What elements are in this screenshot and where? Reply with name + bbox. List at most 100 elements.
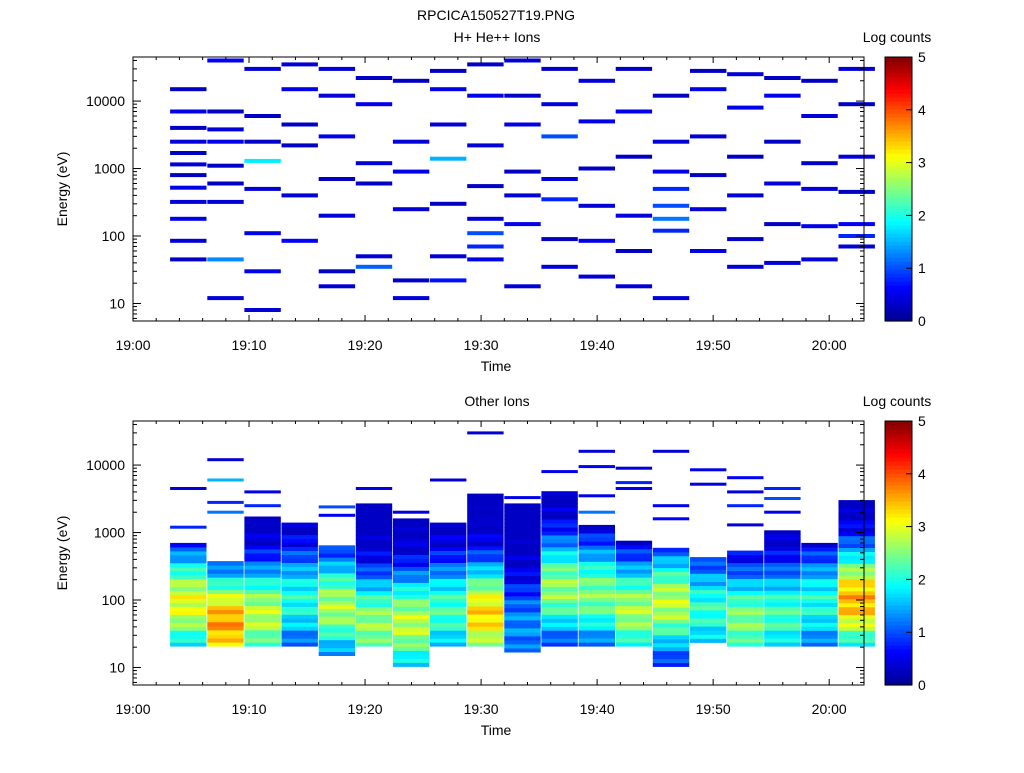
heatmap-cell <box>541 538 578 544</box>
heatmap-cell <box>392 638 430 643</box>
heatmap-cell <box>578 78 615 83</box>
heatmap-cell <box>504 496 541 500</box>
heatmap-cell <box>578 203 615 208</box>
heatmap-cell <box>392 606 430 611</box>
heatmap-cell <box>615 613 653 619</box>
heatmap-cell <box>207 642 244 647</box>
heatmap-cell <box>541 134 578 139</box>
heatmap-cell <box>392 578 430 583</box>
heatmap-cell <box>690 577 727 582</box>
heatmap-cell <box>170 199 207 204</box>
heatmap-cell <box>838 555 875 560</box>
heatmap-cell <box>578 537 615 542</box>
heatmap-cell <box>467 505 504 511</box>
colorbar-segment <box>885 513 912 518</box>
heatmap-cell <box>392 296 430 301</box>
heatmap-cell <box>170 570 207 576</box>
heatmap-cell <box>430 522 467 528</box>
colorbar-segment <box>885 101 912 106</box>
heatmap-cell <box>504 615 541 621</box>
heatmap-cell <box>244 504 281 508</box>
heatmap-cell <box>244 573 281 578</box>
heatmap-cell <box>392 526 430 531</box>
heatmap-cell <box>578 573 615 578</box>
heatmap-cell <box>244 528 281 534</box>
colorbar-segment <box>885 237 912 242</box>
heatmap-cell <box>281 630 318 635</box>
heatmap-cell <box>727 72 764 77</box>
heatmap-cell <box>764 622 801 627</box>
heatmap-cell <box>244 585 281 590</box>
colorbar-segment <box>885 269 912 274</box>
heatmap-cell <box>578 634 615 639</box>
heatmap-cell <box>801 546 838 552</box>
heatmap-cell <box>170 618 207 623</box>
colorbar-segment <box>885 473 912 478</box>
heatmap-cell <box>690 622 727 627</box>
heatmap-cell <box>355 254 393 259</box>
heatmap-cell <box>690 626 727 631</box>
xlabel-other: Time <box>481 722 512 738</box>
heatmap-cell <box>541 642 578 647</box>
heatmap-cell <box>504 543 541 549</box>
colorbar-segment <box>885 669 912 674</box>
heatmap-cell <box>504 531 541 537</box>
heatmap-cell <box>244 540 281 546</box>
heatmap-cell <box>578 553 615 558</box>
heatmap-cell <box>281 538 318 543</box>
heatmap-cell <box>355 606 393 611</box>
heatmap-cell <box>467 585 504 591</box>
heatmap-cell <box>244 593 281 598</box>
panel-title-other: Other Ions <box>464 393 529 409</box>
heatmap-cell <box>541 526 578 532</box>
colorbar-segment <box>885 629 912 634</box>
heatmap-cell <box>504 563 541 569</box>
heatmap-cell <box>170 562 207 568</box>
heatmap-cell <box>207 163 244 168</box>
heatmap-cell <box>355 76 393 80</box>
heatmap-cell <box>207 601 244 607</box>
heatmap-cell <box>764 638 801 643</box>
heatmap-cell <box>170 558 207 564</box>
heatmap-cell <box>838 575 875 580</box>
heatmap-cell <box>207 500 244 504</box>
heatmap-cell <box>504 603 541 609</box>
colorbar-segment <box>885 197 912 202</box>
heatmap-cell <box>615 642 653 647</box>
heatmap-cell <box>541 602 578 607</box>
heatmap-cell <box>318 584 356 590</box>
heatmap-cell <box>207 585 244 590</box>
heatmap-cell <box>578 545 615 550</box>
heatmap-cell <box>281 574 318 579</box>
heatmap-cell <box>430 586 467 591</box>
heatmap-cell <box>801 602 838 607</box>
heatmap-cell <box>207 109 244 114</box>
heatmap-cell <box>578 533 615 538</box>
heatmap-cell <box>838 571 875 576</box>
heatmap-cell <box>838 563 875 568</box>
heatmap-cell <box>318 576 356 582</box>
colorbar-tick-label: 2 <box>918 207 926 223</box>
heatmap-cell <box>652 642 690 648</box>
colorbar-segment <box>885 533 912 538</box>
heatmap-cell <box>355 586 393 592</box>
heatmap-cell <box>801 574 838 580</box>
heatmap-cell <box>578 529 615 534</box>
heatmap-cell <box>170 614 207 619</box>
heatmap-cell <box>764 578 801 583</box>
y-tick-label: 10 <box>109 659 125 675</box>
heatmap-cell <box>801 634 838 639</box>
heatmap-cell <box>838 622 875 627</box>
heatmap-cell <box>467 553 504 559</box>
heatmap-cell <box>207 577 244 582</box>
colorbar-segment <box>885 137 912 142</box>
heatmap-cell <box>318 505 356 509</box>
colorbar-segment <box>885 453 912 458</box>
heatmap-cell <box>281 522 318 528</box>
heatmap-cell <box>430 570 467 575</box>
heatmap-cell <box>652 228 690 233</box>
heatmap-cell <box>764 642 801 647</box>
heatmap-cell <box>504 507 541 512</box>
heatmap-cell <box>430 201 467 206</box>
heatmap-cell <box>541 578 578 584</box>
